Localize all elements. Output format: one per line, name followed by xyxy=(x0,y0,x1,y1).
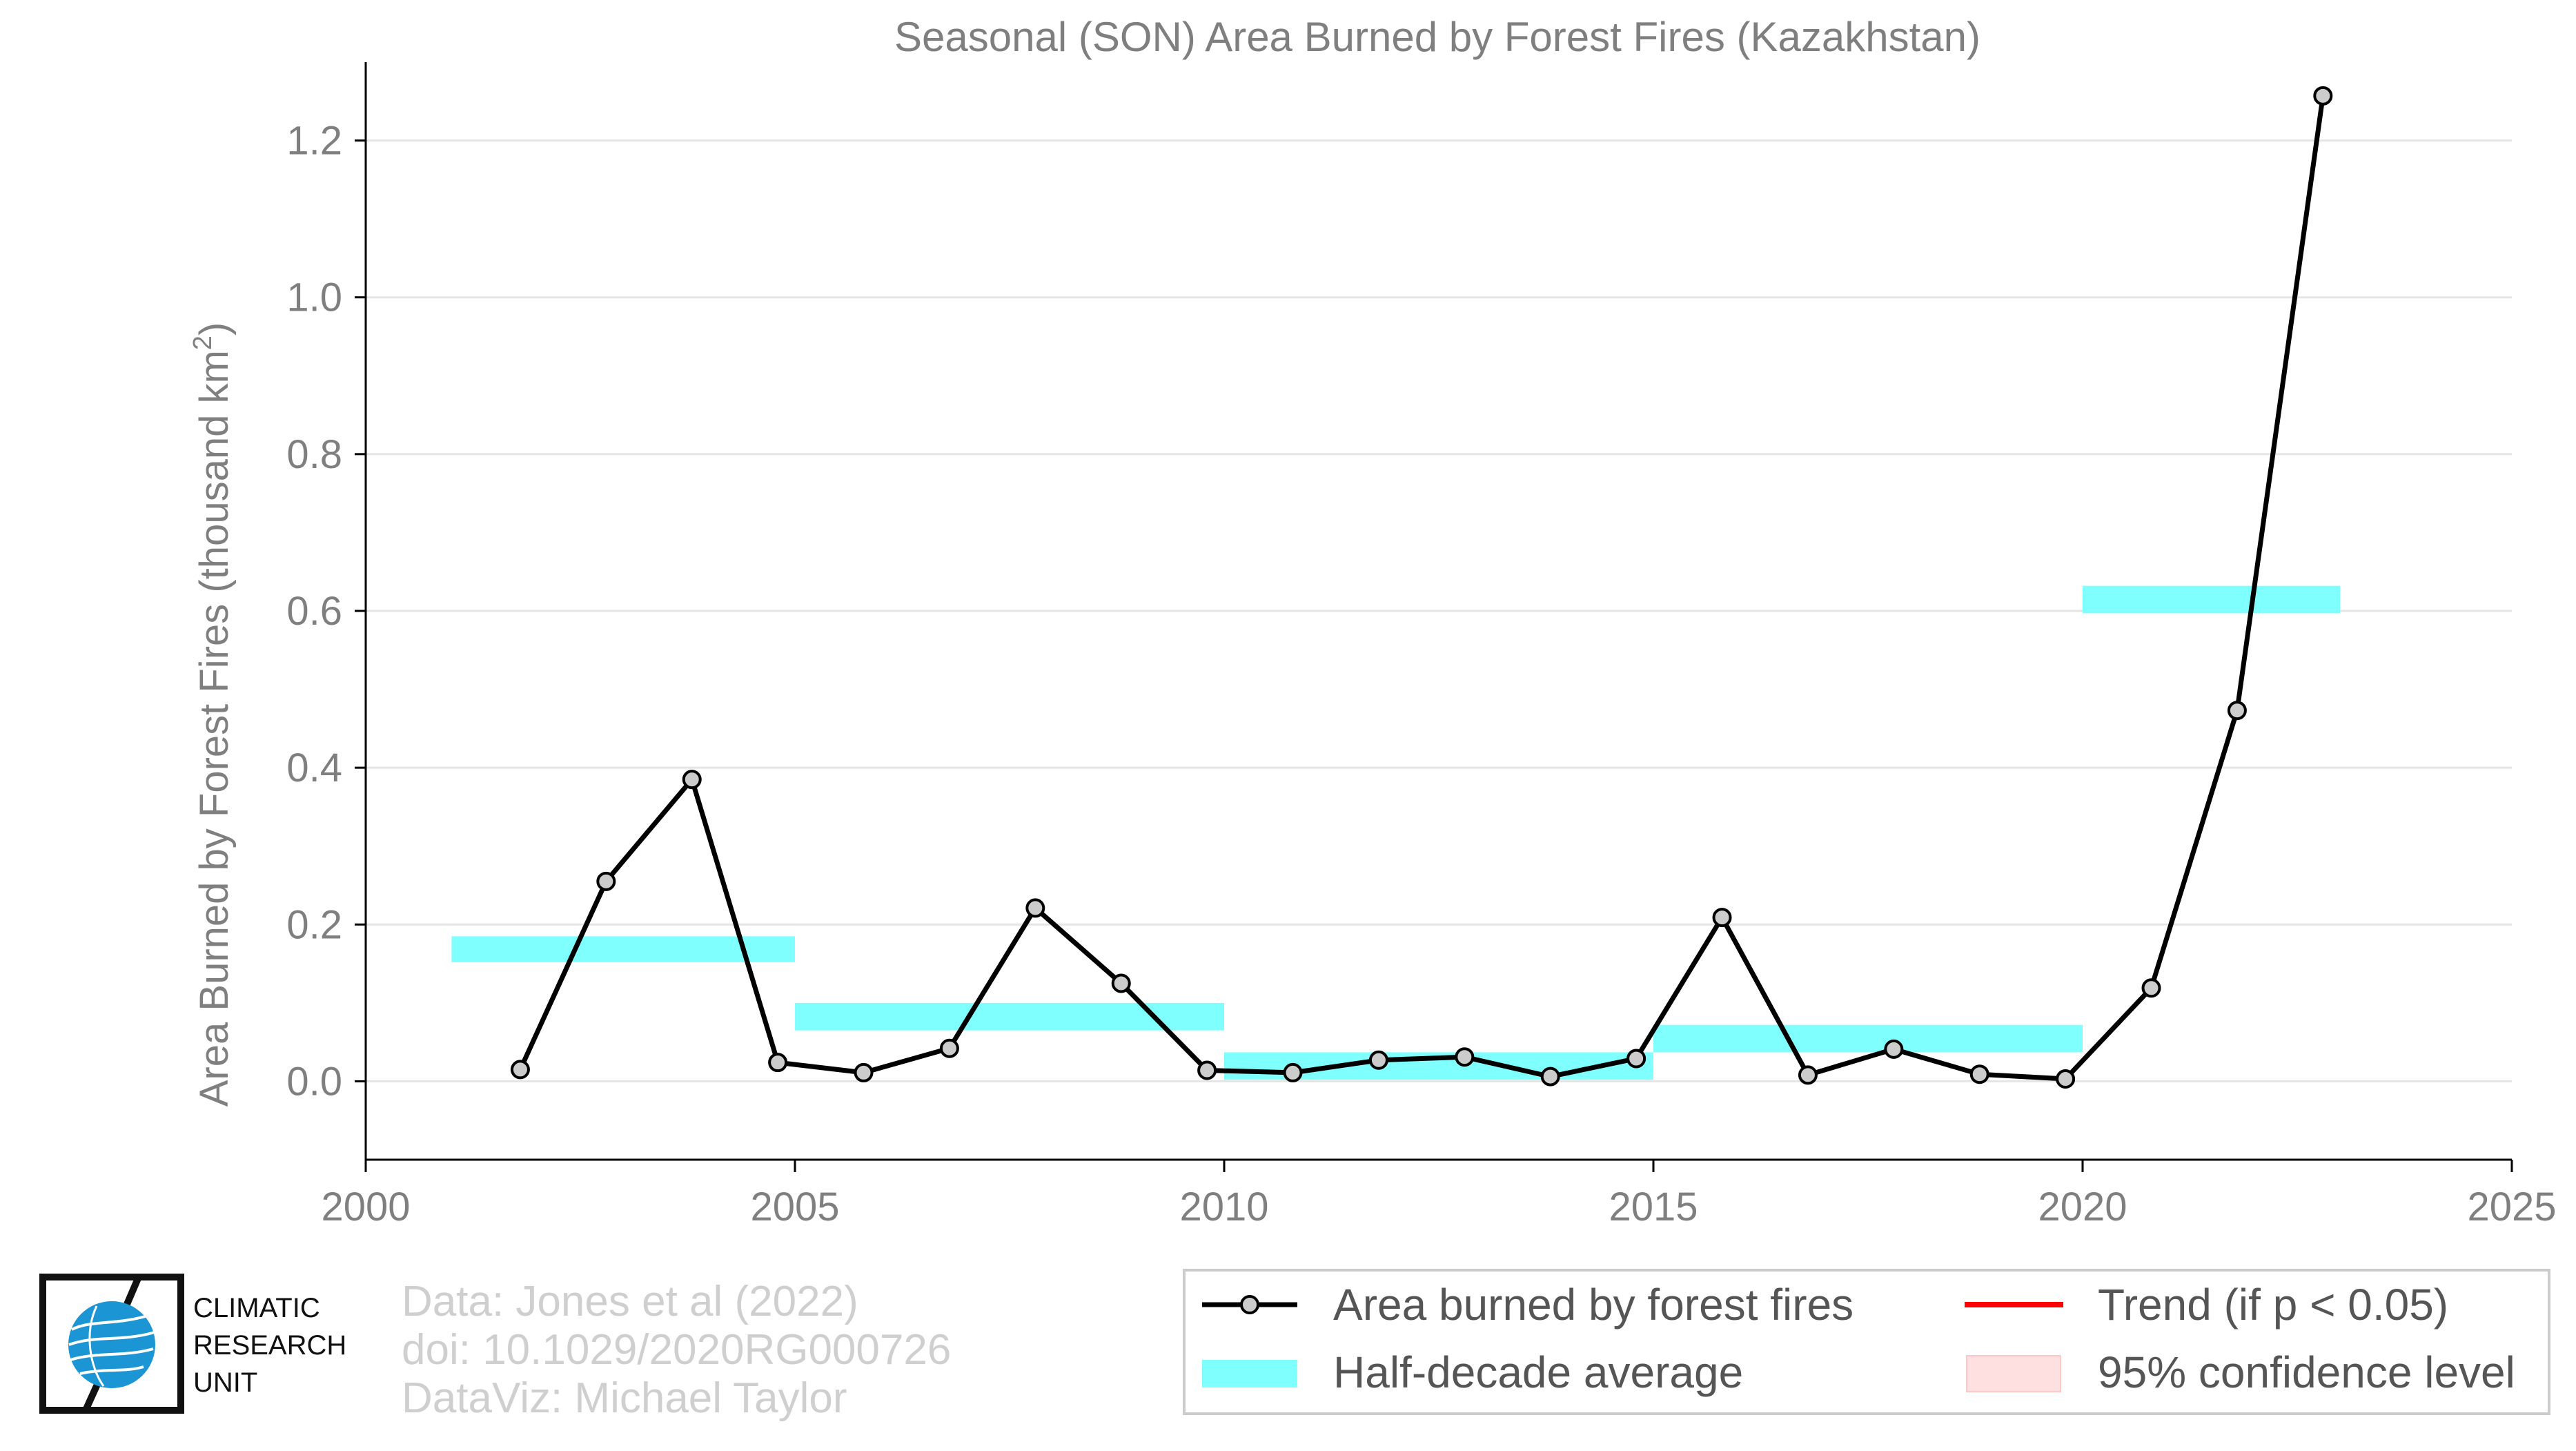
legend-confidence-swatch xyxy=(1966,1355,2061,1392)
y-tick-label: 0.2 xyxy=(286,902,342,947)
data-point xyxy=(510,1060,530,1080)
half-decade-average-bar xyxy=(795,1002,1224,1031)
y-tick-label: 1.2 xyxy=(286,119,342,164)
legend-average-label: Half-decade average xyxy=(1333,1347,1743,1397)
data-point xyxy=(1368,1050,1388,1070)
data-point xyxy=(1455,1047,1475,1067)
logo-bracket-right xyxy=(86,1274,184,1414)
legend: Area burned by forest fires Half-decade … xyxy=(1183,1269,2550,1415)
data-point xyxy=(939,1038,959,1058)
legend-series-marker xyxy=(1240,1295,1259,1314)
globe-icon xyxy=(68,1301,155,1388)
y-tick-label: 0.0 xyxy=(286,1059,342,1104)
series-points xyxy=(510,86,2333,1089)
data-point xyxy=(1626,1049,1646,1069)
legend-series-label: Area burned by forest fires xyxy=(1333,1280,1854,1330)
data-point xyxy=(1712,908,1732,928)
grid-lines xyxy=(366,139,2512,1082)
legend-confidence-label: 95% confidence level xyxy=(2098,1347,2515,1397)
data-point xyxy=(1540,1067,1560,1087)
x-tick-label: 2005 xyxy=(750,1185,839,1229)
data-point xyxy=(2227,701,2247,721)
cru-logo: CLIMATIC RESEARCH UNIT xyxy=(39,1274,346,1414)
data-point xyxy=(2056,1069,2076,1089)
data-point xyxy=(1969,1064,1989,1084)
credit-doi: doi: 10.1029/2020RG000726 xyxy=(402,1326,951,1374)
data-point xyxy=(1111,973,1131,993)
data-point xyxy=(1884,1039,1904,1059)
x-tick-label: 2010 xyxy=(1179,1185,1268,1229)
half-decade-average-bar xyxy=(1653,1024,2083,1053)
data-point xyxy=(1025,898,1045,918)
legend-trend-label: Trend (if p < 0.05) xyxy=(2098,1280,2448,1330)
logo-line-2: RESEARCH xyxy=(193,1330,346,1361)
x-tick-label: 2020 xyxy=(2038,1185,2127,1229)
data-point xyxy=(854,1062,874,1082)
axes: 0.0 0.2 0.4 0.6 0.8 1.0 1.2 2000 2005 2010 2015 202… xyxy=(286,62,2557,1229)
credit-dataviz: DataViz: Michael Taylor xyxy=(402,1374,847,1422)
data-point xyxy=(682,770,702,790)
credit-data-source: Data: Jones et al (2022) xyxy=(402,1278,858,1325)
data-point xyxy=(2313,86,2333,106)
logo-line-3: UNIT xyxy=(193,1367,257,1398)
data-point xyxy=(596,871,616,891)
series-line-path xyxy=(518,95,2326,1082)
y-tick-label: 0.4 xyxy=(286,746,342,790)
half-decade-average-bar xyxy=(451,936,795,962)
series-line xyxy=(518,95,2326,1082)
logo-bracket-left xyxy=(39,1274,138,1414)
y-tick-label: 0.8 xyxy=(286,432,342,477)
logo-line-1: CLIMATIC xyxy=(193,1293,320,1323)
data-point xyxy=(1197,1060,1217,1080)
y-tick-label: 1.0 xyxy=(286,275,342,320)
legend-box xyxy=(1183,1269,2550,1415)
data-point xyxy=(1798,1065,1818,1085)
data-point xyxy=(1283,1062,1303,1082)
x-tick-label: 2015 xyxy=(1609,1185,1698,1229)
half-decade-average-bar xyxy=(2083,585,2341,614)
y-tick-label: 0.6 xyxy=(286,589,342,634)
legend-average-swatch xyxy=(1202,1360,1297,1387)
y-axis-label-superscript: 2 xyxy=(188,335,217,350)
x-tick-label: 2025 xyxy=(2467,1185,2556,1229)
chart-title: Seasonal (SON) Area Burned by Forest Fir… xyxy=(894,14,1980,60)
data-point xyxy=(768,1053,788,1073)
y-axis-label: Area Burned by Forest Fires (thousand km… xyxy=(188,322,237,1107)
x-tick-label: 2000 xyxy=(321,1185,410,1229)
data-point xyxy=(2141,978,2161,998)
half-decade-averages xyxy=(451,585,2341,1080)
